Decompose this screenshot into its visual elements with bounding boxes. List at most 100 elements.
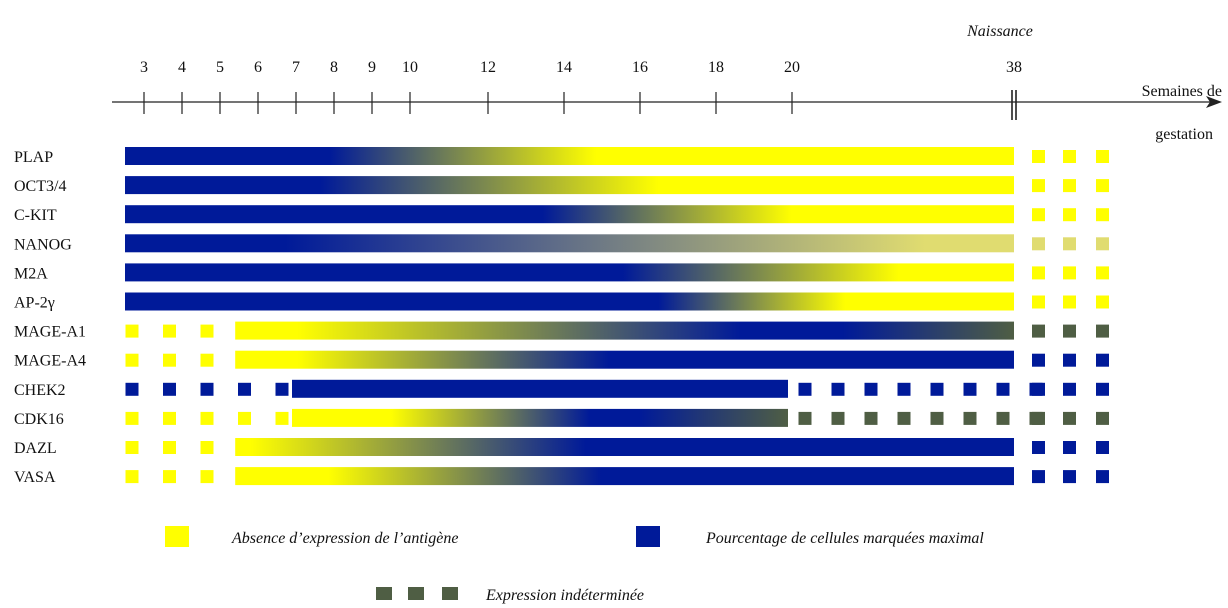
legend: Absence d’expression de l’antigène Pourc… — [165, 526, 984, 604]
row-bars — [125, 147, 1109, 486]
post-birth-marker-mage-a1 — [1096, 324, 1109, 338]
post-birth-marker-m2a — [1096, 266, 1109, 280]
row-dot-chek2 — [963, 382, 977, 396]
post-birth-marker-nanog — [1063, 237, 1076, 251]
row-dot-dazl — [200, 441, 214, 454]
row-dot-chek2 — [200, 382, 214, 396]
row-label-oct3-4: OCT3/4 — [14, 178, 66, 195]
legend-undetermined-label: Expression indéterminée — [485, 587, 644, 604]
axis-title-line2: gestation — [1155, 126, 1213, 143]
row-dot-mage-a1 — [125, 324, 139, 338]
post-birth-marker-vasa — [1096, 470, 1109, 484]
row-dot-chek2 — [238, 382, 251, 396]
row-dot-chek2 — [275, 382, 289, 396]
row-dot-chek2 — [897, 382, 911, 396]
row-label-chek2: CHEK2 — [14, 382, 66, 399]
row-dot-cdk16 — [238, 411, 251, 425]
legend-maximal-label: Pourcentage de cellules marquées maximal — [705, 530, 984, 547]
row-labels: PLAP OCT3/4 C-KIT NANOG M2A AP-2γ MAGE-A1 MAGE-… — [14, 149, 86, 486]
row-label-mage-a1: MAGE-A1 — [14, 324, 86, 341]
row-bar-chek2 — [292, 379, 788, 398]
row-dot-vasa — [125, 470, 139, 484]
row-dot-cdk16 — [831, 411, 845, 425]
row-dot-vasa — [200, 470, 214, 484]
row-label-plap: PLAP — [14, 149, 53, 166]
post-birth-marker-mage-a1 — [1063, 324, 1076, 338]
row-bar-plap — [125, 147, 1014, 165]
row-label-ap-2-: AP-2γ — [14, 295, 55, 312]
row-label-vasa: VASA — [14, 469, 56, 486]
post-birth-marker-plap — [1063, 150, 1076, 163]
post-birth-marker-c-kit — [1096, 208, 1109, 222]
post-birth-marker-chek2 — [1096, 382, 1109, 396]
post-birth-marker-mage-a4 — [1096, 353, 1109, 367]
post-birth-marker-vasa — [1032, 470, 1045, 484]
row-bar-mage-a4 — [235, 350, 1014, 369]
post-birth-marker-plap — [1096, 150, 1109, 163]
row-dot-cdk16 — [963, 411, 977, 425]
post-birth-marker-c-kit — [1063, 208, 1076, 222]
post-birth-marker-m2a — [1032, 266, 1045, 280]
post-birth-marker-dazl — [1096, 441, 1109, 454]
post-birth-marker-oct3-4 — [1032, 179, 1045, 193]
legend-absent-swatch — [165, 526, 189, 547]
post-birth-marker-nanog — [1096, 237, 1109, 251]
row-dot-chek2 — [125, 382, 139, 396]
row-dot-mage-a1 — [200, 324, 214, 338]
tick-label-18: 18 — [708, 59, 724, 76]
row-dot-mage-a4 — [163, 353, 176, 367]
row-label-nanog: NANOG — [14, 236, 72, 253]
tick-label-8: 8 — [330, 59, 338, 76]
post-birth-marker-oct3-4 — [1096, 179, 1109, 193]
row-bar-ap-2- — [125, 292, 1014, 311]
post-birth-marker-ap-2- — [1063, 295, 1076, 309]
post-birth-marker-chek2 — [1063, 382, 1076, 396]
row-bar-oct3-4 — [125, 176, 1014, 195]
post-birth-marker-ap-2- — [1096, 295, 1109, 309]
legend-undetermined-swatch — [408, 587, 424, 600]
row-dot-chek2 — [831, 382, 845, 396]
tick-label-3: 3 — [140, 59, 148, 76]
post-birth-marker-c-kit — [1032, 208, 1045, 222]
post-birth-marker-chek2 — [1032, 382, 1045, 396]
tick-label-38: 38 — [1006, 59, 1022, 76]
tick-label-10: 10 — [402, 59, 418, 76]
row-dot-chek2 — [930, 382, 944, 396]
tick-label-12: 12 — [480, 59, 496, 76]
row-dot-cdk16 — [897, 411, 911, 425]
row-dot-cdk16 — [200, 411, 214, 425]
row-label-cdk16: CDK16 — [14, 411, 64, 428]
row-bar-nanog — [125, 234, 1014, 253]
post-birth-marker-cdk16 — [1032, 411, 1045, 425]
tick-label-9: 9 — [368, 59, 376, 76]
legend-absent-label: Absence d’expression de l’antigène — [231, 530, 458, 547]
row-dot-dazl — [125, 441, 139, 454]
post-birth-marker-mage-a4 — [1063, 353, 1076, 367]
row-dot-cdk16 — [798, 411, 812, 425]
post-birth-marker-mage-a4 — [1032, 353, 1045, 367]
row-dot-mage-a4 — [200, 353, 214, 367]
row-dot-mage-a1 — [163, 324, 176, 338]
row-dot-cdk16 — [125, 411, 139, 425]
birth-label: Naissance — [966, 23, 1033, 40]
row-bar-m2a — [125, 263, 1014, 282]
row-dot-chek2 — [163, 382, 176, 396]
post-birth-marker-vasa — [1063, 470, 1076, 484]
post-birth-marker-ap-2- — [1032, 295, 1045, 309]
legend-maximal-swatch — [636, 526, 660, 547]
post-birth-marker-nanog — [1032, 237, 1045, 251]
tick-label-14: 14 — [556, 59, 572, 76]
post-birth-marker-cdk16 — [1063, 411, 1076, 425]
legend-undetermined-swatch — [442, 587, 458, 600]
row-label-mage-a4: MAGE-A4 — [14, 353, 86, 370]
row-bar-dazl — [235, 438, 1014, 456]
row-dot-chek2 — [798, 382, 812, 396]
tick-label-5: 5 — [216, 59, 224, 76]
post-birth-marker-dazl — [1063, 441, 1076, 454]
row-dot-chek2 — [864, 382, 878, 396]
post-birth-marker-oct3-4 — [1063, 179, 1076, 193]
legend-undetermined-swatches — [376, 587, 458, 600]
post-birth-marker-cdk16 — [1096, 411, 1109, 425]
time-axis — [112, 90, 1222, 120]
